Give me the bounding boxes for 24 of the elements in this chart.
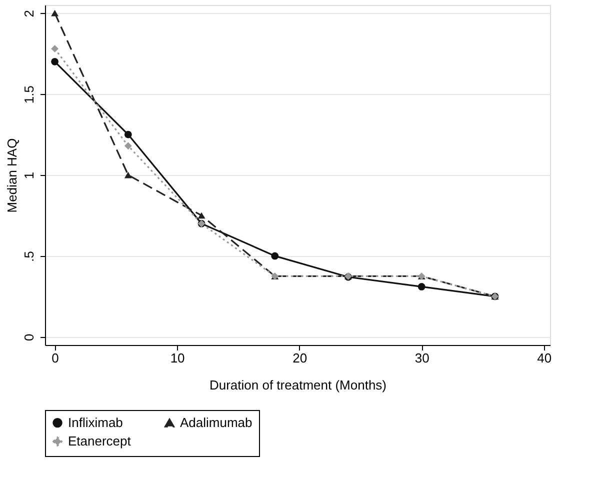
legend-label: Etanercept bbox=[68, 434, 132, 448]
legend-label: Adalimumab bbox=[180, 415, 252, 430]
y-tick-label: 0 bbox=[22, 334, 36, 342]
point bbox=[124, 142, 132, 150]
point bbox=[271, 252, 279, 260]
x-tick-label: 0 bbox=[52, 350, 59, 366]
x-tick-label: 20 bbox=[292, 350, 308, 366]
legend-label: Infliximab bbox=[68, 414, 123, 430]
x-tick-label: 10 bbox=[170, 350, 185, 366]
point bbox=[51, 58, 58, 66]
x-axis-title: Duration of treatment (Months) bbox=[209, 378, 387, 392]
point bbox=[51, 45, 58, 52]
point bbox=[418, 283, 426, 290]
point bbox=[51, 10, 58, 16]
y-tick-label: 1.5 bbox=[22, 86, 36, 104]
y-axis-title: Median HAQ bbox=[4, 138, 20, 213]
y-tick-label: .5 bbox=[22, 251, 36, 262]
point bbox=[198, 212, 206, 219]
point bbox=[124, 130, 132, 138]
y-tick-label: 1 bbox=[22, 172, 36, 180]
y-tick-label: 2 bbox=[22, 10, 36, 18]
x-tick-label: 40 bbox=[537, 350, 552, 366]
x-tick-label: 30 bbox=[414, 350, 430, 366]
point bbox=[124, 172, 132, 178]
